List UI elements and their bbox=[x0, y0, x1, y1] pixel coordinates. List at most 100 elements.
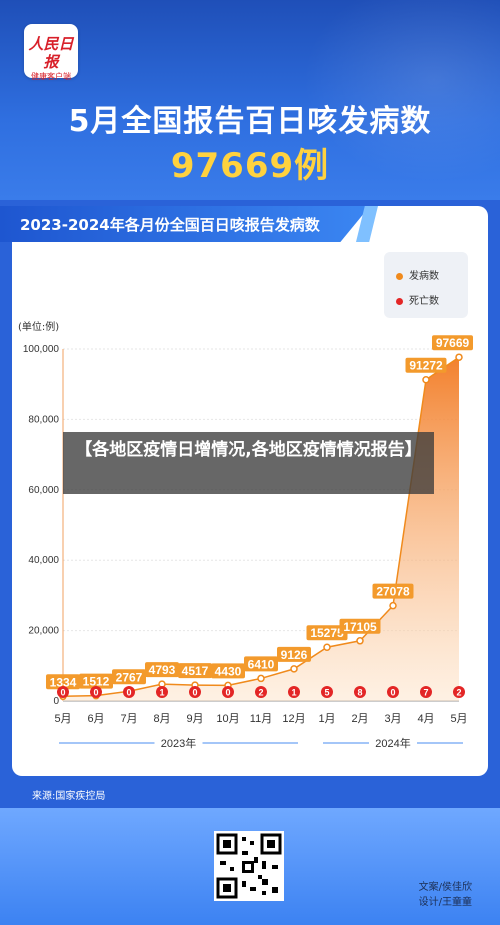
legend-label-cases: 发病数 bbox=[409, 271, 439, 282]
data-label-bg-cases bbox=[211, 663, 245, 679]
point-cases bbox=[290, 665, 298, 673]
chart-legend: 发病数 死亡数 bbox=[384, 252, 468, 318]
data-label-deaths: 5 bbox=[324, 688, 329, 698]
y-tick-label: 80,000 bbox=[28, 414, 59, 425]
point-deaths bbox=[255, 686, 267, 698]
data-label-cases: 15275 bbox=[310, 626, 344, 640]
x-tick-label: 9月 bbox=[186, 713, 203, 725]
legend-item-deaths: 死亡数 bbox=[396, 292, 439, 307]
data-label-cases: 4517 bbox=[182, 664, 209, 678]
point-deaths bbox=[123, 686, 135, 698]
data-label-deaths: 8 bbox=[357, 688, 362, 698]
x-tick-label: 7月 bbox=[120, 713, 137, 725]
data-label-bg-cases bbox=[112, 669, 146, 685]
point-deaths bbox=[156, 686, 168, 698]
data-label-cases: 1334 bbox=[50, 675, 77, 689]
data-label-cases: 27078 bbox=[376, 585, 410, 599]
x-tick-label: 4月 bbox=[417, 713, 434, 725]
x-tick-label: 8月 bbox=[153, 713, 170, 725]
data-label-deaths: 7 bbox=[423, 688, 428, 698]
chart-card-header: 2023-2024年各月份全国百日咳报告发病数 bbox=[0, 206, 370, 242]
x-tick-label: 10月 bbox=[216, 713, 239, 725]
credit-editor: 文案/侯佳欣 bbox=[418, 882, 472, 893]
logo-text-sub: 健康客户端 bbox=[31, 72, 71, 81]
data-label-cases: 97669 bbox=[436, 336, 470, 350]
data-label-bg-cases bbox=[339, 618, 381, 634]
credit-designer: 设计/王童童 bbox=[418, 897, 472, 908]
y-tick-label: 0 bbox=[53, 696, 59, 707]
point-deaths bbox=[189, 686, 201, 698]
point-deaths bbox=[387, 686, 399, 698]
data-label-cases: 4793 bbox=[149, 663, 176, 677]
data-label-deaths: 0 bbox=[192, 688, 197, 698]
point-deaths bbox=[354, 686, 366, 698]
data-label-bg-cases bbox=[432, 335, 473, 351]
data-label-bg-cases bbox=[178, 663, 212, 679]
data-label-deaths: 0 bbox=[126, 688, 131, 698]
point-deaths bbox=[453, 686, 465, 698]
data-label-bg-cases bbox=[79, 673, 113, 689]
data-label-bg-cases bbox=[244, 656, 278, 672]
data-label-bg-cases bbox=[277, 646, 311, 662]
qr-code[interactable] bbox=[214, 831, 284, 901]
point-deaths bbox=[57, 686, 69, 698]
point-deaths bbox=[288, 686, 300, 698]
highlight-number: 97669例 bbox=[170, 146, 330, 186]
x-tick-label: 12月 bbox=[282, 713, 305, 725]
point-deaths bbox=[222, 686, 234, 698]
data-label-cases: 4430 bbox=[215, 664, 242, 678]
point-cases bbox=[422, 375, 430, 384]
year-group-label: 2024年 bbox=[375, 736, 410, 750]
x-tick-label: 11月 bbox=[250, 713, 272, 725]
x-tick-label: 5月 bbox=[54, 713, 71, 725]
qr-code-icon bbox=[216, 833, 282, 899]
data-label-bg-cases bbox=[46, 674, 80, 690]
area-cases bbox=[63, 357, 459, 701]
point-deaths bbox=[321, 686, 333, 698]
x-tick-label: 5月 bbox=[450, 713, 467, 725]
data-label-deaths: 2 bbox=[258, 688, 263, 698]
y-tick-label: 100,000 bbox=[23, 344, 60, 355]
point-deaths bbox=[420, 686, 432, 698]
overlay-banner: 【各地区疫情日增情况,各地区疫情情况报告】 bbox=[63, 432, 434, 494]
point-cases bbox=[257, 674, 265, 683]
hero-banner: 人民日报 健康客户端 5月全国报告百日咳发病数 97669例 bbox=[0, 0, 500, 200]
point-cases bbox=[356, 637, 364, 645]
data-source: 来源:国家疾控局 bbox=[32, 791, 106, 802]
data-label-bg-cases bbox=[306, 625, 348, 641]
data-label-cases: 17105 bbox=[343, 620, 377, 634]
x-tick-label: 3月 bbox=[384, 713, 401, 725]
data-label-deaths: 0 bbox=[60, 688, 65, 698]
legend-dot-cases bbox=[396, 272, 403, 280]
data-label-deaths: 0 bbox=[390, 688, 395, 698]
data-label-bg-cases bbox=[405, 357, 447, 373]
logo-text-main: 人民日报 bbox=[28, 35, 74, 71]
legend-dot-deaths bbox=[396, 297, 403, 305]
year-group-label: 2023年 bbox=[161, 736, 196, 750]
hero-photo-overlay bbox=[280, 0, 500, 200]
legend-item-cases: 发病数 bbox=[396, 267, 439, 282]
data-label-cases: 2767 bbox=[116, 670, 143, 684]
point-deaths bbox=[90, 686, 102, 698]
data-label-cases: 91272 bbox=[409, 359, 443, 373]
point-cases bbox=[389, 601, 397, 610]
data-label-cases: 1512 bbox=[83, 675, 110, 689]
data-label-cases: 6410 bbox=[248, 657, 275, 671]
data-label-deaths: 0 bbox=[93, 688, 98, 698]
data-label-deaths: 2 bbox=[456, 688, 461, 698]
x-tick-label: 2月 bbox=[351, 713, 368, 725]
y-tick-label: 20,000 bbox=[28, 626, 59, 637]
x-tick-label: 6月 bbox=[87, 713, 104, 725]
data-label-deaths: 1 bbox=[291, 688, 296, 698]
point-cases bbox=[455, 353, 463, 361]
data-label-bg-cases bbox=[145, 662, 179, 678]
chart-title: 2023-2024年各月份全国百日咳报告发病数 bbox=[20, 216, 320, 234]
data-label-deaths: 0 bbox=[225, 688, 230, 698]
legend-label-deaths: 死亡数 bbox=[409, 296, 439, 307]
x-tick-label: 1月 bbox=[318, 713, 335, 725]
y-axis-unit: (单位:例) bbox=[18, 322, 60, 333]
data-label-bg-cases bbox=[372, 583, 414, 599]
data-label-cases: 9126 bbox=[281, 648, 308, 662]
page-title: 5月全国报告百日咳发病数 bbox=[68, 104, 432, 139]
